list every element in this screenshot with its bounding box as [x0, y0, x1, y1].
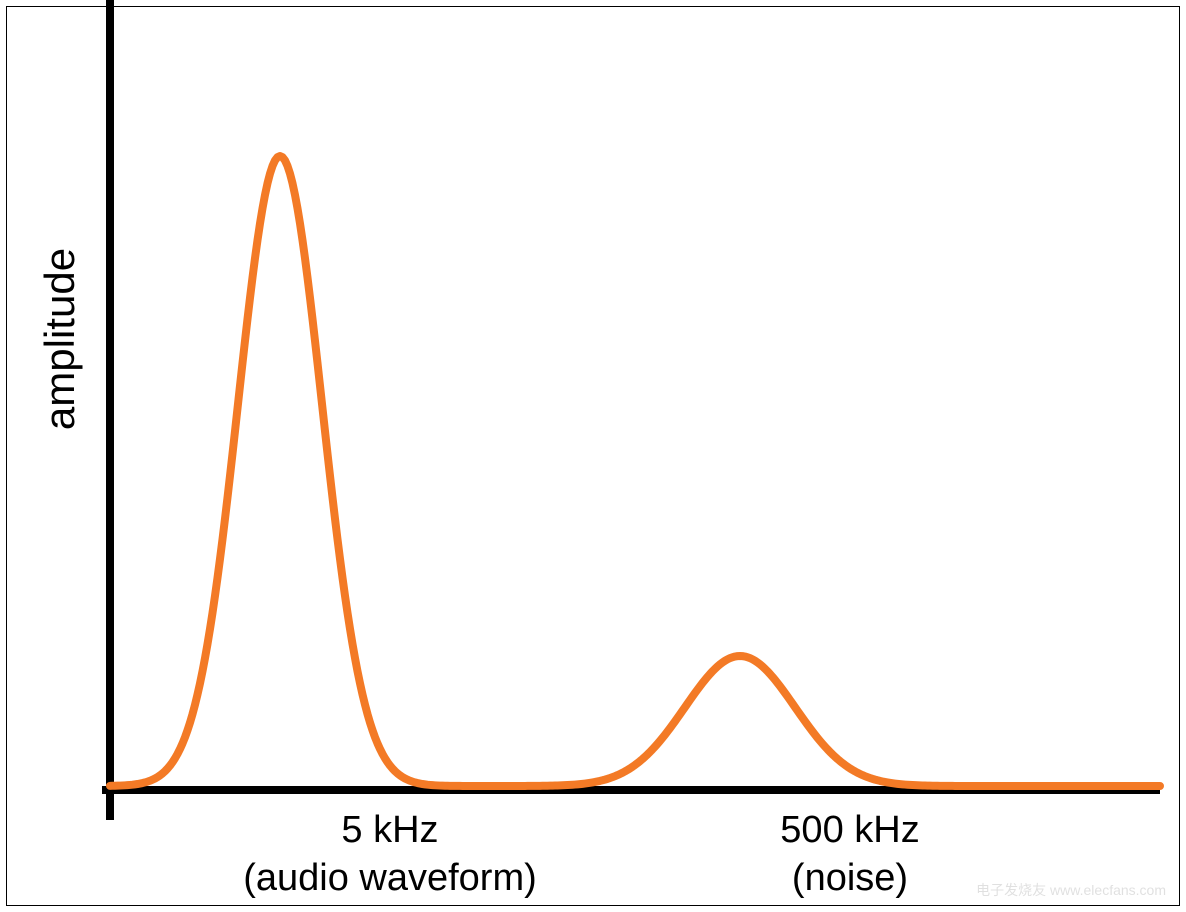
- x-tick-line: (audio waveform): [190, 854, 590, 902]
- watermark: 电子发烧友 www.elecfans.com: [976, 880, 1166, 900]
- y-axis-label: amplitude: [36, 139, 84, 539]
- x-tick-label-0: 5 kHz(audio waveform): [190, 806, 590, 902]
- y-axis-label-text: amplitude: [36, 248, 83, 430]
- x-tick-line: 500 kHz: [700, 806, 1000, 854]
- spectrum-curve: [110, 156, 1160, 786]
- x-tick-line: (noise): [700, 854, 1000, 902]
- x-tick-line: 5 kHz: [190, 806, 590, 854]
- watermark-text: 电子发烧友 www.elecfans.com: [976, 882, 1166, 898]
- x-tick-label-1: 500 kHz(noise): [700, 806, 1000, 902]
- plot-area: [100, 0, 1150, 800]
- chart-svg: [100, 0, 1170, 830]
